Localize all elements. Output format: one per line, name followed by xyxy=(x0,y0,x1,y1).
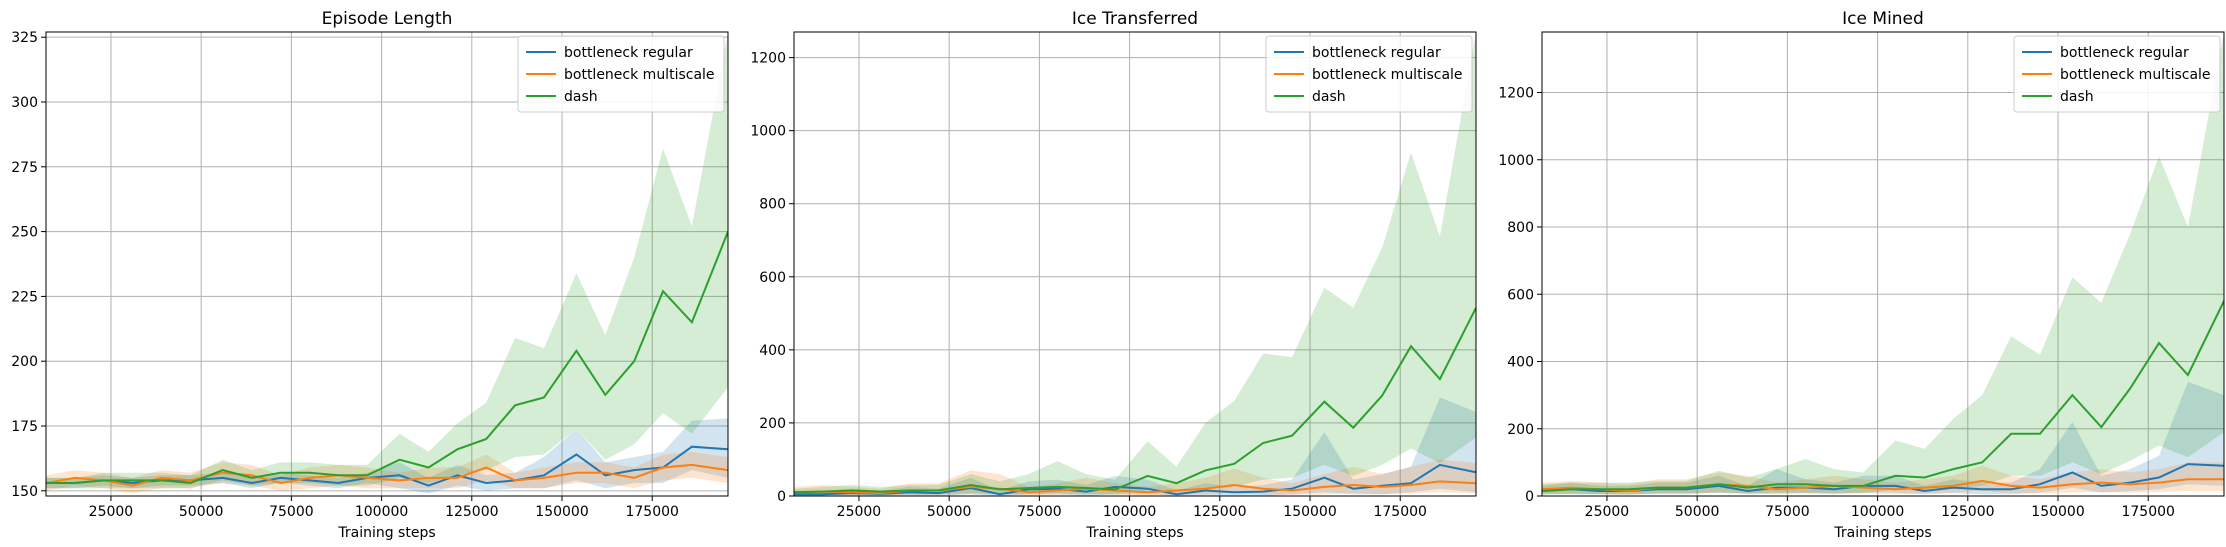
y-tick-label: 1200 xyxy=(750,51,786,67)
legend-label: dash xyxy=(564,89,598,105)
y-tick-label: 1000 xyxy=(750,124,786,140)
y-tick-label: 325 xyxy=(11,30,38,46)
legend-box xyxy=(1265,35,1473,113)
y-tick-label: 250 xyxy=(11,225,38,241)
plot-area xyxy=(46,32,728,494)
legend-label: dash xyxy=(2060,89,2094,105)
legend: bottleneck regular bottleneck multiscale d… xyxy=(2013,35,2221,113)
series-band-3 xyxy=(1542,32,2224,495)
x-tick-label: 125000 xyxy=(445,504,498,520)
y-tick-label: 1200 xyxy=(1498,86,1534,102)
series-band-1 xyxy=(794,397,1476,496)
y-tick-label: 400 xyxy=(1507,355,1534,371)
plot-area xyxy=(1542,32,2224,495)
series-line-1 xyxy=(1542,463,2224,493)
series-band-2 xyxy=(46,451,728,494)
series-line-3 xyxy=(1542,300,2224,492)
y-tick-label: 600 xyxy=(759,270,786,286)
grid xyxy=(1542,32,2224,497)
x-tick-label: 50000 xyxy=(927,504,972,520)
plot-area xyxy=(794,32,1476,496)
y-tick-label: 800 xyxy=(1507,220,1534,236)
y-tick-label: 200 xyxy=(759,416,786,432)
y-tick-label: 0 xyxy=(1525,489,1534,505)
y-tick-label: 200 xyxy=(11,354,38,370)
x-tick-label: 100000 xyxy=(355,504,408,520)
series-line-1 xyxy=(794,463,1476,496)
x-tick-label: 25000 xyxy=(89,504,134,520)
x-axis-label: Training steps xyxy=(337,525,435,541)
x-tick-label: 75000 xyxy=(269,504,314,520)
y-tick-label: 800 xyxy=(759,197,786,213)
legend-label: bottleneck multiscale xyxy=(1312,67,1463,83)
x-tick-label: 75000 xyxy=(1017,504,1062,520)
chart-panel-1: 25000 50000 75000 100000 125000 150000 175000 1… xyxy=(11,9,729,541)
x-tick-label: 25000 xyxy=(837,504,882,520)
chart-panel-2: 25000 50000 75000 100000 125000 150000 175000 0… xyxy=(750,9,1477,541)
legend: bottleneck regular bottleneck multiscale d… xyxy=(517,35,725,113)
series-line-3 xyxy=(794,307,1476,494)
series-band-3 xyxy=(46,32,728,489)
x-tick-label: 175000 xyxy=(625,504,678,520)
legend-label: bottleneck regular xyxy=(1312,45,1441,61)
x-tick-label: 50000 xyxy=(1675,504,1720,520)
series-band-1 xyxy=(1542,381,2224,495)
y-tick-label: 1000 xyxy=(1498,153,1534,169)
chart-title: Ice Transferred xyxy=(1072,9,1198,29)
x-tick-label: 50000 xyxy=(179,504,224,520)
legend-label: bottleneck multiscale xyxy=(2060,67,2211,83)
y-tick-label: 175 xyxy=(11,419,38,435)
y-tick-label: 275 xyxy=(11,160,38,176)
y-tick-label: 600 xyxy=(1507,287,1534,303)
axes-frame xyxy=(793,31,1477,497)
x-tick-label: 75000 xyxy=(1765,504,1810,520)
axes-frame xyxy=(1541,31,2225,497)
y-tick-label: 400 xyxy=(759,343,786,359)
x-tick-label: 150000 xyxy=(1283,504,1336,520)
chart-title: Ice Mined xyxy=(1842,9,1924,29)
axes-frame xyxy=(45,31,729,497)
series-band-3 xyxy=(794,32,1476,495)
x-axis-label: Training steps xyxy=(1085,525,1183,541)
x-tick-label: 150000 xyxy=(535,504,588,520)
series-line-3 xyxy=(46,231,728,485)
y-tick-label: 200 xyxy=(1507,422,1534,438)
y-tick-label: 300 xyxy=(11,95,38,111)
x-tick-label: 175000 xyxy=(1373,504,1426,520)
chart-panel-3: 25000 50000 75000 100000 125000 150000 175000 0… xyxy=(1498,9,2225,541)
legend-box xyxy=(517,35,725,113)
y-tick-label: 150 xyxy=(11,484,38,500)
legend-label: bottleneck regular xyxy=(2060,45,2189,61)
x-tick-label: 125000 xyxy=(1193,504,1246,520)
x-axis-label: Training steps xyxy=(1833,525,1931,541)
x-tick-label: 150000 xyxy=(2031,504,2084,520)
legend-label: bottleneck regular xyxy=(564,45,693,61)
chart-title: Episode Length xyxy=(322,9,453,29)
legend-label: bottleneck multiscale xyxy=(564,67,715,83)
x-tick-label: 125000 xyxy=(1941,504,1994,520)
x-tick-label: 25000 xyxy=(1585,504,1630,520)
x-tick-label: 175000 xyxy=(2121,504,2174,520)
x-tick-label: 100000 xyxy=(1103,504,1156,520)
y-tick-label: 225 xyxy=(11,289,38,305)
legend-label: dash xyxy=(1312,89,1346,105)
legend: bottleneck regular bottleneck multiscale d… xyxy=(1265,35,1473,113)
legend-box xyxy=(2013,35,2221,113)
y-tick-label: 0 xyxy=(777,489,786,505)
x-tick-label: 100000 xyxy=(1851,504,1904,520)
series-line-2 xyxy=(46,463,728,487)
